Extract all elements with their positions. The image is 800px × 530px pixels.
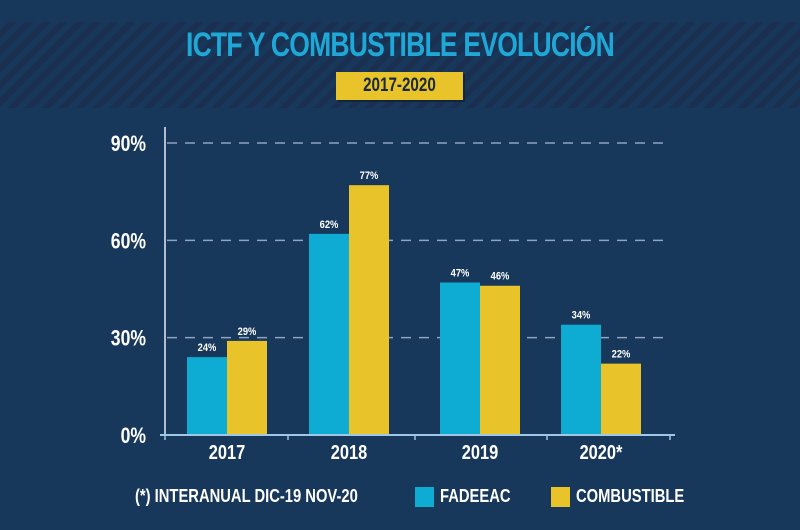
- legend-label-combustible: COMBUSTIBLE: [576, 486, 685, 506]
- chart-subtitle: 2017-2020: [363, 75, 436, 96]
- y-tick-label: 0%: [121, 424, 147, 448]
- x-tick-label: 2019: [462, 440, 498, 463]
- subtitle-badge: 2017-2020: [336, 72, 463, 100]
- x-tick-label: 2018: [331, 440, 367, 463]
- bar-fadeeac-2020: [561, 324, 601, 435]
- legend-item-fadeeac: FADEEAC: [415, 486, 526, 507]
- chart-title: ICTF Y COMBUSTIBLE EVOLUCIÓN: [185, 26, 615, 64]
- bars: [187, 185, 641, 435]
- y-tick-label: 90%: [111, 132, 146, 156]
- data-label: 34%: [572, 310, 591, 322]
- bar-fadeeac-2018: [309, 233, 349, 435]
- y-tick-label: 30%: [111, 327, 146, 351]
- data-label: 24%: [198, 343, 217, 355]
- footer: (*) INTERANUAL DIC-19 NOV-20 FADEEAC COM…: [0, 486, 800, 510]
- legend-swatch-fadeeac: [415, 486, 434, 507]
- x-tick-label: 2017: [209, 440, 245, 463]
- bar-fadeeac-2019: [440, 282, 480, 435]
- bar-combustible-2018: [349, 185, 389, 435]
- data-label: 46%: [491, 271, 510, 283]
- legend-item-combustible: COMBUSTIBLE: [551, 486, 708, 507]
- data-label: 77%: [360, 171, 379, 183]
- footnote: (*) INTERANUAL DIC-19 NOV-20: [135, 486, 358, 506]
- labels: 0% 30% 60% 90% 24% 29% 2017 62% 77% 2018 47% 46% 201…: [111, 132, 631, 463]
- bar-combustible-2020: [601, 363, 641, 435]
- legend-label-fadeeac: FADEEAC: [440, 486, 511, 506]
- bar-combustible-2019: [480, 285, 520, 435]
- y-tick-label: 60%: [111, 230, 146, 254]
- gridlines: [167, 142, 670, 339]
- data-label: 29%: [238, 326, 257, 338]
- data-label: 62%: [320, 219, 339, 231]
- legend-swatch-combustible: [551, 486, 570, 507]
- data-label: 47%: [451, 268, 470, 280]
- x-tick-label: 2020*: [580, 440, 624, 463]
- bar-fadeeac-2017: [187, 357, 227, 435]
- axes: [160, 127, 675, 440]
- data-label: 22%: [612, 349, 631, 361]
- bar-combustible-2017: [227, 340, 267, 435]
